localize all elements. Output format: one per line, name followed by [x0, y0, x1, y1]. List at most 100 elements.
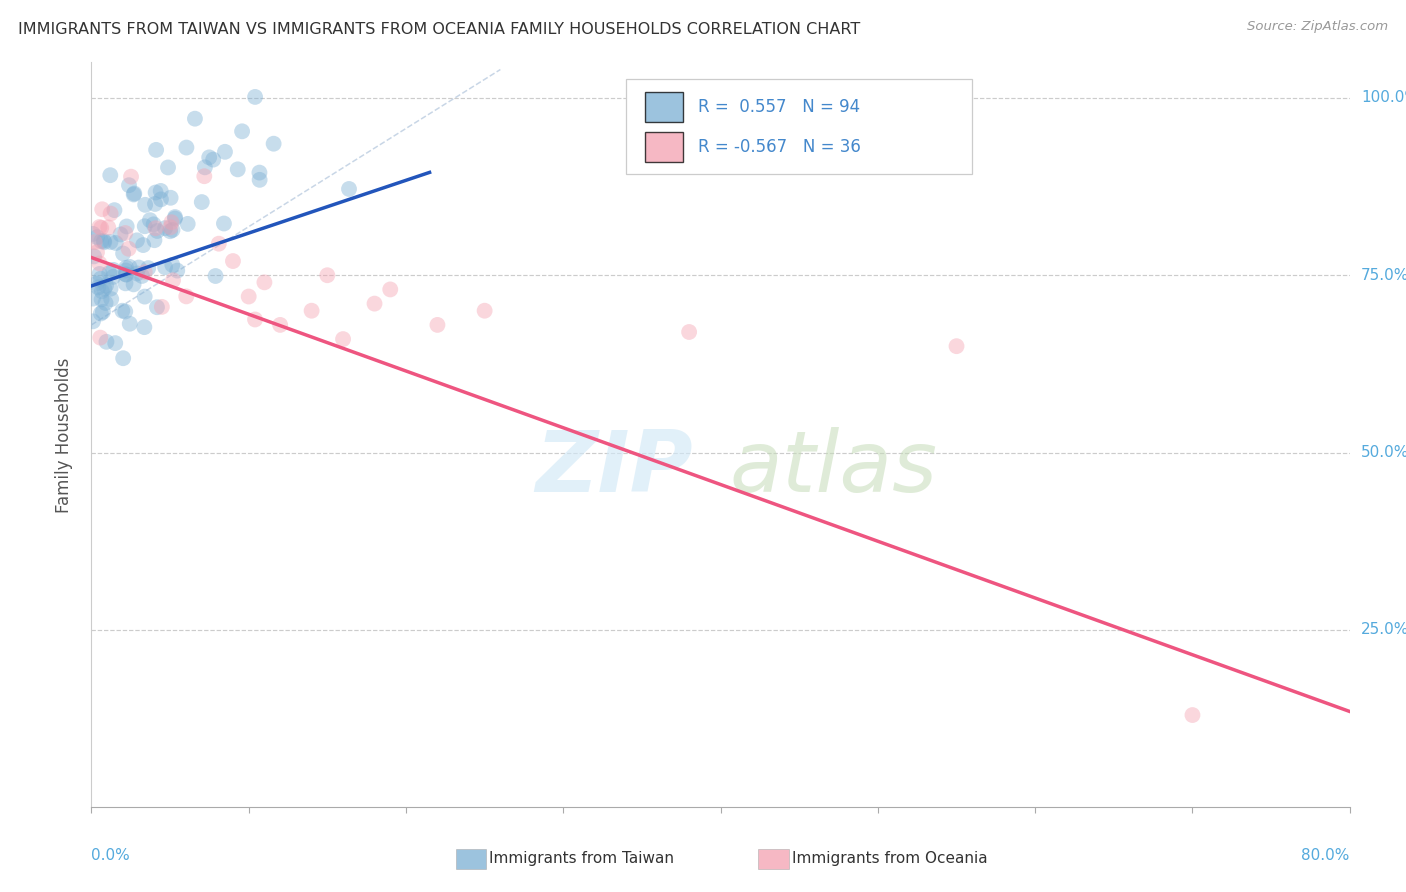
- Point: [253, 276, 276, 290]
- Point: [103, 269, 125, 284]
- Point: [204, 268, 226, 283]
- Point: [82, 292, 104, 306]
- Point: [94, 296, 117, 310]
- Point: [125, 267, 148, 281]
- Point: [176, 140, 198, 154]
- Point: [249, 173, 271, 187]
- Point: [89, 267, 111, 281]
- Point: [118, 317, 141, 331]
- Point: [100, 292, 122, 306]
- Point: [114, 268, 136, 282]
- FancyBboxPatch shape: [645, 92, 683, 122]
- Point: [115, 219, 138, 234]
- Point: [86, 230, 108, 244]
- Point: [87, 280, 110, 294]
- Text: atlas: atlas: [730, 427, 938, 510]
- Point: [337, 182, 360, 196]
- Point: [100, 206, 122, 220]
- Point: [380, 282, 402, 296]
- Point: [198, 150, 221, 164]
- Point: [89, 256, 111, 270]
- Point: [222, 254, 245, 268]
- Point: [89, 220, 111, 235]
- Point: [114, 277, 136, 291]
- Point: [143, 197, 166, 211]
- Point: [90, 234, 112, 248]
- Point: [208, 236, 231, 251]
- Point: [103, 263, 125, 277]
- Point: [83, 235, 105, 249]
- Point: [193, 169, 215, 184]
- Point: [202, 153, 225, 167]
- Point: [153, 260, 176, 275]
- Point: [269, 318, 291, 332]
- Text: 0.0%: 0.0%: [91, 848, 131, 863]
- Text: Immigrants from Oceania: Immigrants from Oceania: [792, 851, 987, 865]
- Point: [145, 143, 167, 157]
- Point: [128, 260, 150, 275]
- Point: [114, 226, 136, 240]
- Point: [162, 223, 184, 237]
- Point: [124, 186, 146, 201]
- Point: [174, 289, 197, 303]
- Point: [90, 293, 112, 307]
- Point: [90, 271, 112, 285]
- Text: Source: ZipAtlas.com: Source: ZipAtlas.com: [1247, 20, 1388, 33]
- Point: [143, 233, 166, 247]
- Point: [159, 224, 181, 238]
- Point: [91, 202, 114, 217]
- Point: [316, 268, 339, 283]
- Point: [122, 187, 145, 202]
- Point: [142, 217, 165, 231]
- Point: [162, 258, 184, 272]
- Point: [100, 235, 122, 249]
- Point: [100, 282, 122, 296]
- Point: [149, 184, 172, 198]
- Text: 50.0%: 50.0%: [1361, 445, 1406, 460]
- Point: [159, 191, 181, 205]
- Point: [263, 136, 285, 151]
- Point: [166, 263, 188, 277]
- Point: [93, 235, 115, 250]
- Text: 100.0%: 100.0%: [1361, 90, 1406, 105]
- Point: [103, 203, 125, 218]
- Point: [145, 186, 167, 200]
- Point: [90, 285, 112, 299]
- Point: [90, 306, 112, 320]
- Point: [146, 224, 169, 238]
- Point: [162, 273, 184, 287]
- Point: [83, 249, 105, 263]
- Point: [160, 215, 183, 229]
- Text: IMMIGRANTS FROM TAIWAN VS IMMIGRANTS FROM OCEANIA FAMILY HOUSEHOLDS CORRELATION : IMMIGRANTS FROM TAIWAN VS IMMIGRANTS FRO…: [18, 22, 860, 37]
- Text: Immigrants from Taiwan: Immigrants from Taiwan: [489, 851, 675, 865]
- Point: [104, 235, 127, 250]
- Point: [149, 192, 172, 206]
- Point: [134, 219, 156, 234]
- Point: [157, 161, 180, 175]
- Point: [136, 261, 159, 276]
- Point: [110, 227, 132, 242]
- Point: [243, 90, 266, 104]
- Point: [111, 303, 134, 318]
- Point: [118, 260, 141, 274]
- Y-axis label: Family Households: Family Households: [55, 357, 73, 513]
- Point: [93, 234, 115, 248]
- Point: [191, 195, 214, 210]
- Text: R =  0.557   N = 94: R = 0.557 N = 94: [697, 98, 860, 116]
- Point: [226, 162, 249, 177]
- Point: [426, 318, 449, 332]
- Point: [90, 220, 112, 235]
- Point: [131, 268, 153, 283]
- Point: [134, 265, 156, 279]
- Point: [93, 282, 115, 296]
- Point: [98, 266, 121, 280]
- FancyBboxPatch shape: [626, 78, 973, 174]
- Point: [153, 221, 176, 235]
- Point: [96, 334, 118, 349]
- Point: [112, 246, 135, 260]
- Point: [112, 351, 135, 366]
- Text: R = -0.567   N = 36: R = -0.567 N = 36: [697, 137, 860, 156]
- Point: [86, 245, 108, 260]
- Text: 75.0%: 75.0%: [1361, 268, 1406, 283]
- Point: [146, 300, 169, 314]
